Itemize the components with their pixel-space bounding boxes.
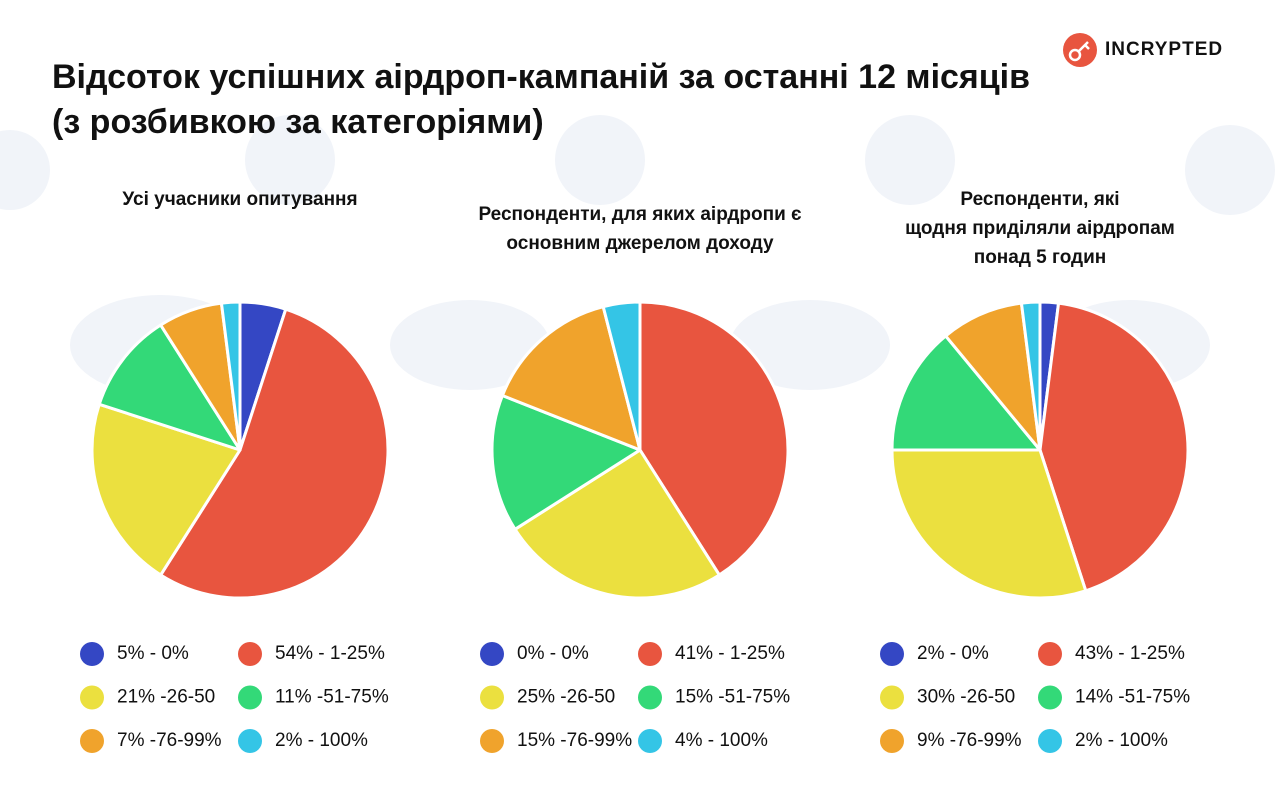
legend-label: 11% -51-75% (275, 687, 389, 708)
legend-marker (638, 685, 662, 710)
legend-marker (638, 642, 662, 666)
legend-label: 2% - 0% (917, 643, 989, 664)
pie-slice (890, 334, 1042, 452)
legend-marker (1038, 642, 1062, 666)
pie-slice (90, 402, 242, 577)
legend-marker (638, 729, 662, 753)
legend-marker (1038, 685, 1062, 710)
logo: INCRYPTED (1063, 33, 1223, 67)
legend-marker (80, 729, 104, 753)
chart-title: Респонденти, для яких аірдропи є (478, 204, 802, 225)
legend-marker (238, 685, 262, 710)
pie-slice (944, 301, 1042, 452)
main-title-line: Відсоток успішних аірдроп-кампаній за ос… (52, 58, 1030, 96)
legend-label: 2% - 100% (1075, 730, 1168, 751)
legend-label: 15% -76-99% (517, 730, 632, 751)
legend-marker (480, 729, 504, 753)
legend-label: 2% - 100% (275, 730, 368, 751)
pie-slice (1019, 300, 1042, 452)
chart-title: щодня приділяли аірдропам (905, 218, 1175, 239)
pie-slice (1038, 301, 1190, 593)
pie-slice (601, 300, 642, 452)
pie-slice (890, 448, 1088, 600)
pie-slice (97, 323, 242, 452)
chart-title: Усі учасники опитування (122, 189, 357, 210)
legend-label: 25% -26-50 (517, 687, 615, 708)
legend-label: 5% - 0% (117, 643, 189, 664)
legend-label: 41% - 1-25% (675, 643, 785, 664)
legend-marker (80, 685, 104, 710)
pie-slice (500, 305, 642, 452)
legend-label: 43% - 1-25% (1075, 643, 1185, 664)
pie-slice (219, 300, 242, 452)
chart-title: основним джерелом доходу (506, 233, 774, 254)
legend-marker (1038, 729, 1062, 753)
legend-marker (480, 685, 504, 710)
legend-label: 54% - 1-25% (275, 643, 385, 664)
legend-marker (238, 642, 262, 666)
legend-label: 30% -26-50 (917, 687, 1015, 708)
legend-label: 7% -76-99% (117, 730, 222, 751)
legend-label: 21% -26-50 (117, 687, 215, 708)
legend-marker (80, 642, 104, 666)
pie-slice (513, 448, 721, 600)
pie-slice (490, 394, 642, 531)
logo-text: INCRYPTED (1105, 39, 1223, 60)
chart-title: понад 5 годин (974, 247, 1107, 268)
legend-marker (880, 642, 904, 666)
legend-marker (880, 685, 904, 710)
legend-marker (480, 642, 504, 666)
legend-label: 4% - 100% (675, 730, 768, 751)
pie-slice (159, 307, 390, 600)
chart-title: Респонденти, які (960, 189, 1119, 210)
legend-label: 14% -51-75% (1075, 687, 1190, 708)
legend-marker (880, 729, 904, 753)
legend-label: 15% -51-75% (675, 687, 790, 708)
legend-label: 9% -76-99% (917, 730, 1022, 751)
legend-label: 0% - 0% (517, 643, 589, 664)
legend-marker (238, 729, 262, 753)
main-title-line: (з розбивкою за категоріями) (52, 103, 544, 141)
